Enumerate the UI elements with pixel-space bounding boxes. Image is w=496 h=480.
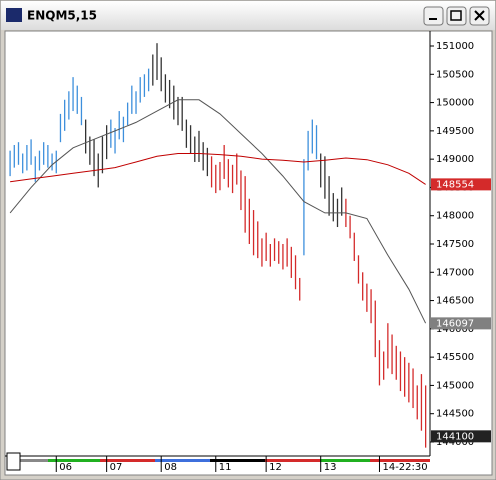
y-tick-label: 145000	[436, 380, 474, 391]
x-tick-label: 13	[324, 462, 337, 473]
x-tick-label: 11	[219, 462, 232, 473]
y-tick-label: 149000	[436, 154, 474, 165]
price-label: 144100	[436, 431, 474, 442]
maximize-button[interactable]	[446, 6, 467, 26]
y-tick-label: 144500	[436, 409, 474, 420]
chart-area	[4, 30, 493, 476]
session-strip	[20, 459, 430, 462]
y-tick-label: 150500	[436, 69, 474, 80]
x-tick-label: 07	[110, 462, 123, 473]
minimize-button[interactable]	[423, 6, 444, 26]
x-tick-label: 08	[164, 462, 177, 473]
moving-average	[10, 153, 426, 185]
x-tick-label: 12	[269, 462, 282, 473]
x-tick-label: 06	[59, 462, 72, 473]
price-label-box	[431, 178, 491, 191]
y-tick-label: 148000	[436, 211, 474, 222]
y-tick-label: 145500	[436, 352, 474, 363]
price-label: 146097	[436, 318, 474, 329]
y-tick-label: 151000	[436, 41, 474, 52]
app-icon	[6, 8, 22, 22]
close-button[interactable]	[469, 6, 490, 26]
y-tick-label: 150000	[436, 98, 474, 109]
price-label-box	[431, 317, 491, 330]
y-tick-label: 146500	[436, 296, 474, 307]
price-label-box	[431, 430, 491, 443]
price-label: 148554	[436, 179, 474, 190]
title-bar	[1, 1, 495, 30]
y-tick-label: 149500	[436, 126, 474, 137]
scroll-box[interactable]	[6, 452, 21, 471]
y-tick-label: 144000	[436, 437, 474, 448]
x-tick-label: 14-22:30	[382, 462, 427, 473]
moving-average	[9, 99, 427, 324]
y-tick-label: 147000	[436, 267, 474, 278]
window-title: ENQM5,15	[27, 9, 97, 23]
y-tick-label: 147500	[436, 239, 474, 250]
